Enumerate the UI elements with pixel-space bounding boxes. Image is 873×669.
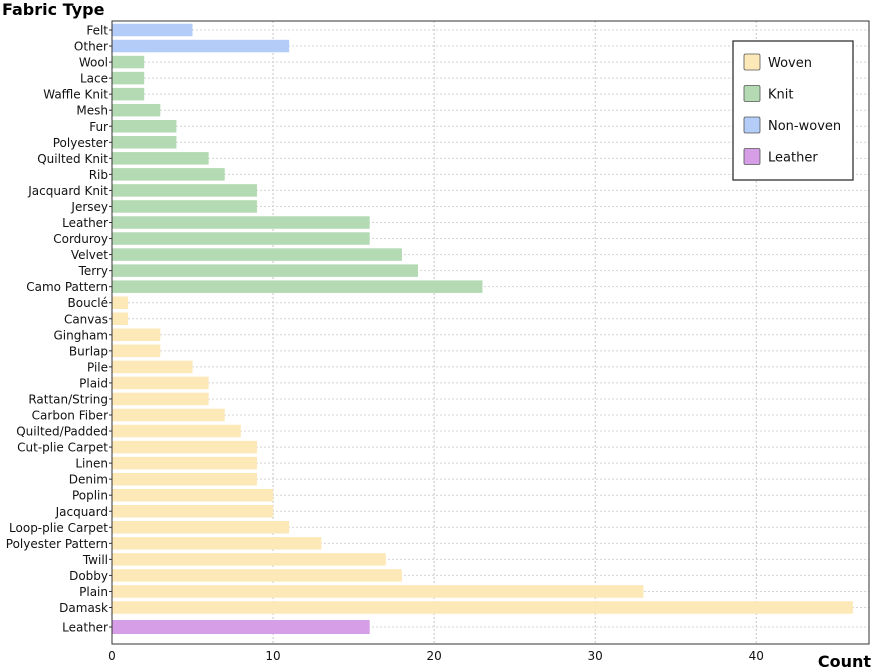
- y-tick-label: Jersey: [70, 200, 108, 214]
- y-tick-label: Pile: [87, 360, 108, 374]
- y-tick-label: Wool: [79, 56, 108, 70]
- bar: [112, 152, 209, 165]
- x-axis-title: Count: [818, 652, 872, 669]
- legend-swatch: [743, 53, 761, 71]
- y-tick-label: Corduroy: [53, 232, 108, 246]
- bars-layer: [112, 23, 853, 634]
- y-tick-label: Burlap: [69, 344, 108, 358]
- y-tick-label: Linen: [75, 457, 108, 471]
- bar: [112, 392, 209, 406]
- y-tick-labels: Felt Other Wool Lace Waffle Knit Mesh Fur Polye…: [6, 24, 112, 635]
- legend-label: Leather: [768, 151, 818, 166]
- bar: [112, 71, 145, 85]
- y-tick-label: Jacquard: [55, 505, 108, 519]
- bar: [112, 232, 370, 245]
- bar: [112, 55, 145, 69]
- bar: [112, 537, 322, 550]
- y-tick-label: Quilted Knit: [37, 152, 108, 166]
- y-tick-label: Plain: [79, 585, 108, 599]
- bar: [112, 472, 257, 486]
- x-tick-label: 10: [265, 649, 280, 663]
- bar: [112, 620, 370, 634]
- y-tick-label: Dobby: [69, 569, 108, 583]
- y-tick-label: Cut-plie Carpet: [17, 441, 108, 455]
- bar: [112, 264, 419, 277]
- bar: [112, 569, 402, 582]
- bar: [112, 521, 290, 534]
- bar: [112, 328, 161, 342]
- bar: [112, 585, 644, 598]
- y-tick-label: Denim: [69, 473, 108, 487]
- legend-label: Non-woven: [768, 119, 841, 134]
- y-tick-label: Carbon Fiber: [32, 409, 108, 423]
- y-tick-label: Lace: [80, 72, 108, 86]
- bar: [112, 23, 193, 37]
- y-tick-label: Jacquard Knit: [27, 184, 108, 198]
- y-tick-label: Other: [74, 40, 108, 54]
- y-tick-label: Damask: [59, 601, 108, 615]
- y-tick-label: Velvet: [71, 248, 108, 262]
- y-tick-label: Bouclé: [68, 296, 109, 310]
- bar: [112, 39, 290, 53]
- legend-swatch: [743, 116, 761, 134]
- y-tick-label: Fur: [89, 120, 108, 134]
- legend-label: Knit: [768, 88, 793, 103]
- y-tick-label: Leather: [62, 216, 108, 230]
- x-tick-labels: 0 10 20 30 40: [108, 649, 764, 663]
- y-axis-title: Fabric Type: [2, 0, 105, 19]
- bar: [112, 312, 129, 325]
- x-tick-label: 30: [588, 649, 603, 663]
- bar: [112, 505, 274, 518]
- bar: [112, 488, 274, 502]
- bar: [112, 216, 370, 229]
- y-tick-label: Polyester Pattern: [6, 537, 108, 551]
- y-tick-label: Twill: [82, 553, 108, 567]
- legend-swatch: [743, 148, 761, 165]
- y-tick-label: Rib: [89, 168, 108, 182]
- bar: [112, 87, 145, 101]
- bar: [112, 200, 257, 213]
- y-tick-label: Quilted/Padded: [16, 425, 108, 439]
- bar: [112, 376, 209, 390]
- bar: [112, 456, 257, 470]
- x-tick-label: 0: [108, 649, 116, 663]
- bar: [112, 440, 257, 454]
- bar: [112, 424, 241, 438]
- y-tick-label: Waffle Knit: [43, 88, 108, 102]
- bar: [112, 280, 483, 293]
- legend-swatch: [743, 85, 761, 102]
- y-tick-label: Plaid: [79, 376, 108, 390]
- y-tick-label: Terry: [78, 264, 108, 278]
- bar: [112, 601, 853, 614]
- y-tick-label: Canvas: [64, 312, 108, 326]
- legend-label: Woven: [768, 56, 812, 71]
- bar: [112, 248, 402, 261]
- y-tick-label: Felt: [86, 24, 108, 38]
- y-tick-label: Leather: [62, 621, 108, 635]
- y-tick-label: Mesh: [76, 104, 108, 118]
- y-tick-label: Rattan/String: [28, 392, 108, 406]
- bar: [112, 553, 386, 566]
- legend: Woven Knit Non-woven Leather: [732, 40, 854, 181]
- bar: [112, 120, 177, 133]
- y-tick-label: Polyester: [53, 136, 108, 150]
- bar: [112, 103, 161, 117]
- y-tick-label: Poplin: [72, 489, 108, 503]
- y-tick-label: Gingham: [53, 328, 108, 342]
- bar: [112, 136, 177, 149]
- x-tick-label: 20: [426, 649, 441, 663]
- x-tick-label: 40: [749, 649, 764, 663]
- plot-area-frame: [111, 20, 870, 645]
- y-tick-label: Camo Pattern: [26, 280, 108, 294]
- bar: [112, 344, 161, 358]
- bar: [112, 296, 129, 309]
- bar: [112, 360, 193, 374]
- bar: [112, 408, 225, 422]
- bar: [112, 168, 225, 181]
- y-tick-label: Loop-plie Carpet: [9, 521, 108, 535]
- bar: [112, 184, 257, 197]
